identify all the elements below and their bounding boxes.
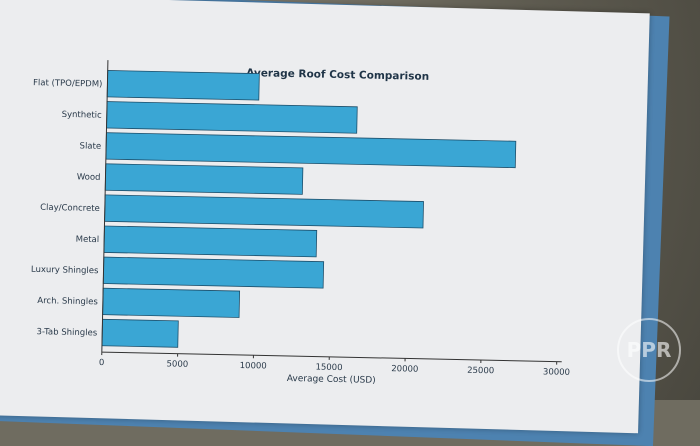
bar-wood: [105, 164, 303, 195]
x-tick-label: 20000: [391, 364, 418, 375]
y-tick-label: Slate: [79, 141, 101, 151]
bar-metal: [104, 226, 317, 257]
y-tick-label: Luxury Shingles: [31, 265, 99, 276]
x-tick-label: 15000: [315, 363, 342, 374]
bar-synthetic: [107, 102, 358, 134]
y-tick-label: Synthetic: [62, 110, 103, 121]
bar-3-tab-shingles: [102, 319, 178, 347]
x-tick-label: 5000: [166, 359, 188, 369]
bar-clay-concrete: [105, 195, 424, 228]
y-tick-label: Metal: [76, 235, 100, 245]
bar-slate: [106, 133, 516, 168]
y-tick-label: Clay/Concrete: [40, 203, 100, 214]
x-tick-label: 25000: [467, 366, 494, 377]
x-tick-label: 30000: [543, 367, 570, 378]
y-tick-label: Arch. Shingles: [37, 296, 98, 307]
bar-luxury-shingles: [103, 257, 323, 288]
y-tick-label: 3-Tab Shingles: [36, 327, 98, 338]
ppr-watermark-logo: PPR: [617, 318, 681, 382]
y-tick-label: Flat (TPO/EPDM): [33, 78, 103, 89]
x-tick-label: 10000: [240, 361, 267, 372]
bar-arch-shingles: [103, 288, 240, 317]
y-tick-label: Wood: [77, 172, 101, 182]
chart-title: Average Roof Cost Comparison: [246, 67, 429, 83]
bar-flat-tpo-epdm-: [107, 70, 259, 100]
x-axis-label: Average Cost (USD): [287, 374, 376, 386]
x-tick-label: 0: [99, 358, 105, 368]
bar-chart: Average Roof Cost Comparison 3-Tab Shing…: [0, 0, 700, 400]
